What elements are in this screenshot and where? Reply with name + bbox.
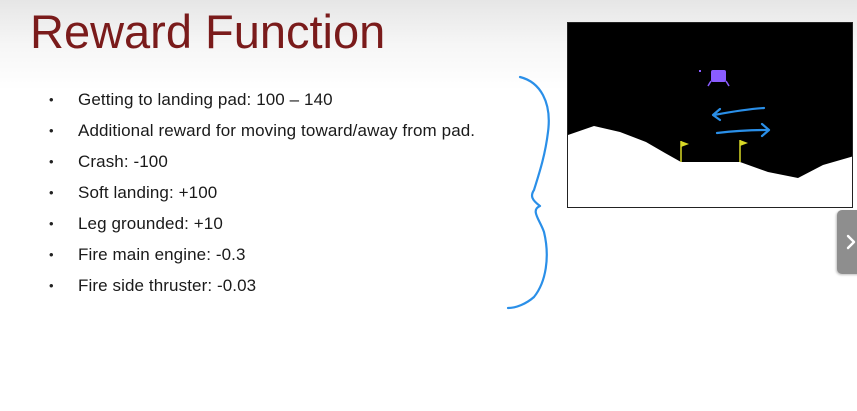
lander-icon (699, 70, 730, 87)
bullet-icon: • (49, 278, 54, 293)
bullet-icon: • (49, 123, 54, 138)
reward-item-label: Leg grounded: +10 (78, 214, 223, 233)
right-flag (739, 140, 748, 162)
reward-item-label: Additional reward for moving toward/away… (78, 121, 476, 140)
bullet-icon: • (49, 92, 54, 107)
slide-title: Reward Function (30, 5, 386, 58)
chevron-right-icon (846, 234, 856, 250)
reward-item-label: Fire main engine: -0.3 (78, 245, 246, 264)
left-right-arrows-icon (711, 106, 771, 138)
bullet-icon: • (49, 247, 54, 262)
reward-item-label: Crash: -100 (78, 152, 168, 171)
bullet-icon: • (49, 154, 54, 169)
reward-item-label: Fire side thruster: -0.03 (78, 276, 257, 295)
bullet-icon: • (49, 185, 54, 200)
reward-item-label: Getting to landing pad: 100 – 140 (78, 90, 333, 109)
next-slide-button[interactable] (837, 210, 857, 274)
lunar-lander-illustration (567, 22, 853, 208)
moon-terrain (568, 126, 852, 207)
hand-drawn-curly-brace-icon (506, 75, 550, 310)
bullet-icon: • (49, 216, 54, 231)
left-flag (680, 141, 689, 162)
reward-item-label: Soft landing: +100 (78, 183, 218, 202)
